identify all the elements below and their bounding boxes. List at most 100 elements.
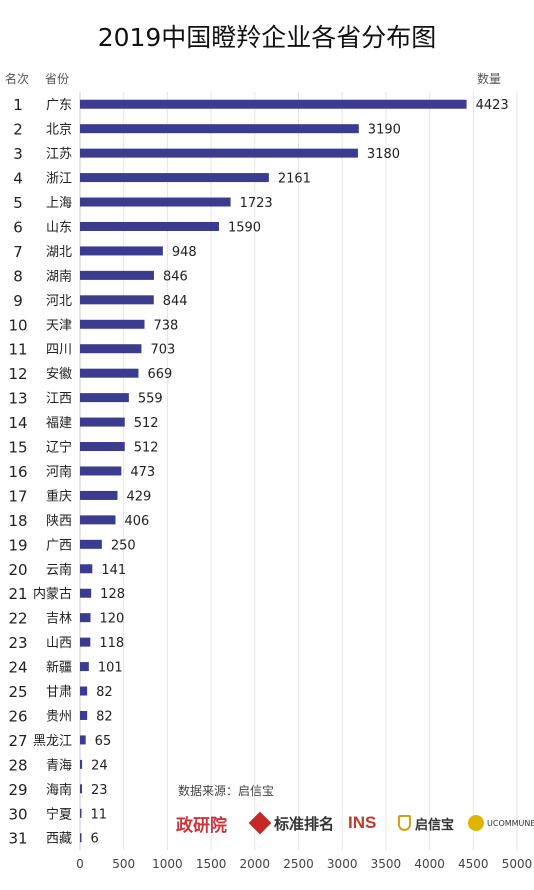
bar (80, 759, 83, 769)
value-label: 473 (130, 465, 155, 480)
value-label: 429 (126, 489, 151, 504)
value-label: 844 (163, 294, 188, 309)
value-label: 11 (91, 807, 108, 822)
value-label: 846 (163, 269, 188, 284)
rank-column-header: 名次 (5, 72, 30, 86)
bar (80, 344, 142, 354)
rank-label: 5 (13, 194, 23, 212)
value-label: 65 (95, 734, 112, 749)
bar (80, 833, 82, 843)
province-label: 云南 (46, 562, 72, 578)
province-label: 辽宁 (46, 440, 72, 456)
value-label: 948 (172, 245, 197, 260)
bar (80, 588, 92, 598)
value-label: 4423 (476, 98, 509, 113)
rank-label: 24 (8, 659, 27, 677)
value-label: 24 (91, 758, 108, 773)
value-label: 6 (91, 832, 99, 847)
bar (80, 221, 219, 231)
province-label: 山东 (46, 220, 72, 235)
rank-label: 3 (13, 145, 23, 163)
bar (80, 417, 125, 427)
rank-label: 17 (8, 487, 27, 505)
bar (80, 613, 91, 623)
rank-label: 13 (8, 390, 27, 408)
province-label: 江苏 (46, 146, 72, 162)
bar (80, 539, 102, 549)
value-column-header: 数量 (477, 72, 502, 86)
rank-label: 8 (13, 267, 23, 285)
rank-label: 12 (8, 365, 27, 383)
logo-name: INS (348, 813, 377, 832)
bar (80, 442, 125, 452)
value-label: 703 (150, 343, 175, 358)
value-label: 141 (101, 563, 126, 578)
diamond-icon (248, 811, 272, 835)
province-label: 甘肃 (46, 685, 72, 700)
value-label: 82 (96, 685, 113, 700)
value-label: 82 (96, 709, 113, 724)
rank-label: 2 (13, 121, 23, 139)
bar (80, 246, 163, 256)
province-label: 北京 (46, 123, 72, 138)
rank-label: 27 (8, 732, 27, 750)
province-label: 西藏 (46, 832, 72, 847)
x-tick-label: 3500 (371, 857, 402, 871)
bar (80, 637, 91, 647)
bar (80, 99, 467, 109)
value-label: 512 (134, 441, 159, 456)
rank-label: 11 (8, 341, 27, 359)
province-label: 新疆 (46, 660, 72, 676)
rank-label: 31 (8, 830, 27, 848)
province-label: 内蒙古 (33, 586, 72, 602)
province-label: 青海 (46, 758, 72, 773)
bar (80, 148, 358, 158)
province-label: 安徽 (46, 367, 72, 382)
province-label: 陕西 (46, 514, 72, 529)
province-label: 湖北 (46, 245, 72, 260)
province-label: 吉林 (46, 612, 72, 627)
rank-label: 7 (13, 243, 23, 261)
logo-strip: 政研院 标准排名 INS 启信宝 UCOMMUNE (172, 808, 534, 838)
value-label: 669 (147, 367, 172, 382)
rank-label: 29 (8, 781, 27, 799)
x-tick-label: 1500 (196, 857, 227, 871)
bar (80, 173, 269, 183)
circle-icon (468, 815, 484, 831)
value-label: 2161 (278, 172, 311, 187)
value-label: 738 (154, 318, 179, 333)
x-tick-label: 0 (76, 857, 84, 871)
bar (80, 295, 154, 305)
rank-label: 1 (13, 96, 23, 114)
logo-name: 政研院 (176, 815, 227, 836)
bar (80, 368, 139, 378)
x-tick-label: 5000 (502, 857, 533, 871)
bar (80, 735, 86, 745)
bar (80, 564, 93, 574)
province-label: 海南 (46, 782, 72, 798)
province-label: 浙江 (46, 172, 72, 187)
province-label: 福建 (46, 416, 72, 431)
rank-label: 28 (8, 756, 27, 774)
province-label: 河南 (46, 464, 72, 480)
province-label: 贵州 (46, 709, 72, 724)
rank-label: 19 (8, 536, 27, 554)
value-label: 1590 (228, 220, 261, 235)
value-label: 250 (111, 538, 136, 553)
rank-label: 30 (8, 805, 27, 823)
x-tick-label: 3000 (327, 857, 358, 871)
value-label: 3180 (367, 147, 400, 162)
province-label: 四川 (46, 343, 72, 358)
rank-label: 21 (8, 585, 27, 603)
x-tick-label: 500 (112, 857, 135, 871)
province-label: 江西 (46, 392, 72, 407)
logo-name: 启信宝 (415, 817, 455, 833)
province-label: 湖南 (46, 268, 72, 284)
province-label: 上海 (46, 196, 72, 211)
bar (80, 319, 145, 329)
rank-label: 4 (13, 170, 23, 188)
bar (80, 490, 118, 500)
x-tick-label: 2500 (283, 857, 314, 871)
value-label: 559 (138, 392, 163, 407)
